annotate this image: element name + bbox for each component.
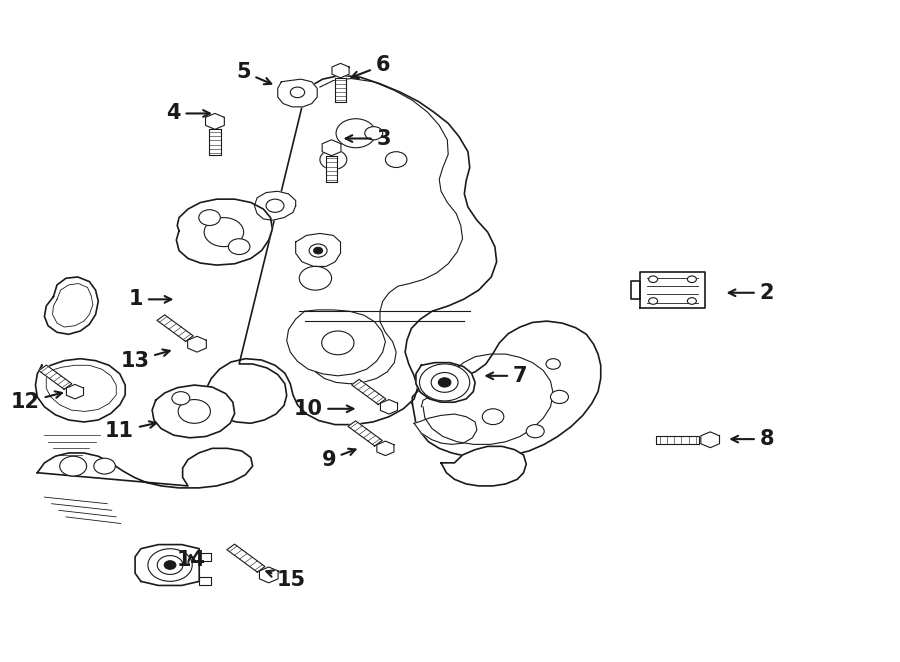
Circle shape <box>172 392 190 405</box>
Polygon shape <box>67 385 84 399</box>
Polygon shape <box>199 553 211 561</box>
Polygon shape <box>205 113 224 129</box>
Polygon shape <box>287 310 385 376</box>
Polygon shape <box>259 567 278 583</box>
Text: 2: 2 <box>729 283 774 303</box>
Text: 9: 9 <box>321 449 356 469</box>
Text: 4: 4 <box>166 103 210 123</box>
Circle shape <box>336 118 375 148</box>
Circle shape <box>204 218 244 247</box>
Polygon shape <box>199 577 211 585</box>
Circle shape <box>229 239 250 254</box>
Polygon shape <box>278 79 317 107</box>
Polygon shape <box>701 432 719 448</box>
Circle shape <box>482 409 504 424</box>
Polygon shape <box>296 234 340 266</box>
Circle shape <box>178 400 211 423</box>
Polygon shape <box>332 64 349 78</box>
Polygon shape <box>157 315 194 342</box>
Polygon shape <box>416 363 475 402</box>
Polygon shape <box>326 156 338 182</box>
Text: 5: 5 <box>236 62 271 84</box>
Circle shape <box>688 276 697 283</box>
Polygon shape <box>44 277 98 334</box>
Text: 14: 14 <box>177 550 206 571</box>
Text: 12: 12 <box>11 391 62 412</box>
Circle shape <box>266 199 284 213</box>
Polygon shape <box>631 281 640 299</box>
Polygon shape <box>322 140 341 156</box>
Polygon shape <box>441 446 526 486</box>
Circle shape <box>148 549 193 581</box>
Circle shape <box>320 150 346 169</box>
Text: 1: 1 <box>129 289 171 309</box>
Circle shape <box>551 391 569 404</box>
Circle shape <box>59 456 86 476</box>
Polygon shape <box>176 199 273 265</box>
Text: 11: 11 <box>105 421 156 441</box>
Circle shape <box>164 561 176 569</box>
Polygon shape <box>227 544 265 572</box>
Circle shape <box>688 298 697 305</box>
Circle shape <box>321 331 354 355</box>
Polygon shape <box>152 385 235 438</box>
Text: 13: 13 <box>121 350 169 371</box>
Circle shape <box>385 152 407 167</box>
Circle shape <box>158 555 183 575</box>
Polygon shape <box>412 321 600 457</box>
Circle shape <box>313 248 322 254</box>
Circle shape <box>199 210 220 226</box>
Text: 15: 15 <box>266 570 306 591</box>
Polygon shape <box>135 545 199 585</box>
Circle shape <box>419 364 470 401</box>
Text: 10: 10 <box>293 399 354 419</box>
Polygon shape <box>206 75 497 424</box>
Circle shape <box>309 244 327 257</box>
Text: 8: 8 <box>732 429 774 449</box>
Polygon shape <box>39 365 72 389</box>
Polygon shape <box>335 78 346 101</box>
Polygon shape <box>37 448 253 488</box>
Circle shape <box>364 126 382 140</box>
Circle shape <box>291 87 304 97</box>
Polygon shape <box>209 129 220 156</box>
Text: 7: 7 <box>487 366 527 386</box>
Polygon shape <box>377 441 394 455</box>
Polygon shape <box>255 191 296 220</box>
Text: 6: 6 <box>352 56 390 78</box>
Circle shape <box>94 458 115 474</box>
Polygon shape <box>35 359 125 422</box>
Circle shape <box>438 378 451 387</box>
Text: 3: 3 <box>346 128 391 148</box>
Polygon shape <box>381 400 398 414</box>
Circle shape <box>431 373 458 393</box>
Polygon shape <box>414 414 477 444</box>
Polygon shape <box>640 272 705 308</box>
Polygon shape <box>188 336 206 352</box>
Circle shape <box>649 276 658 283</box>
Polygon shape <box>348 421 382 446</box>
Polygon shape <box>352 379 386 404</box>
Circle shape <box>526 424 544 438</box>
Circle shape <box>546 359 561 369</box>
Polygon shape <box>656 436 699 444</box>
Circle shape <box>300 266 331 290</box>
Circle shape <box>649 298 658 305</box>
